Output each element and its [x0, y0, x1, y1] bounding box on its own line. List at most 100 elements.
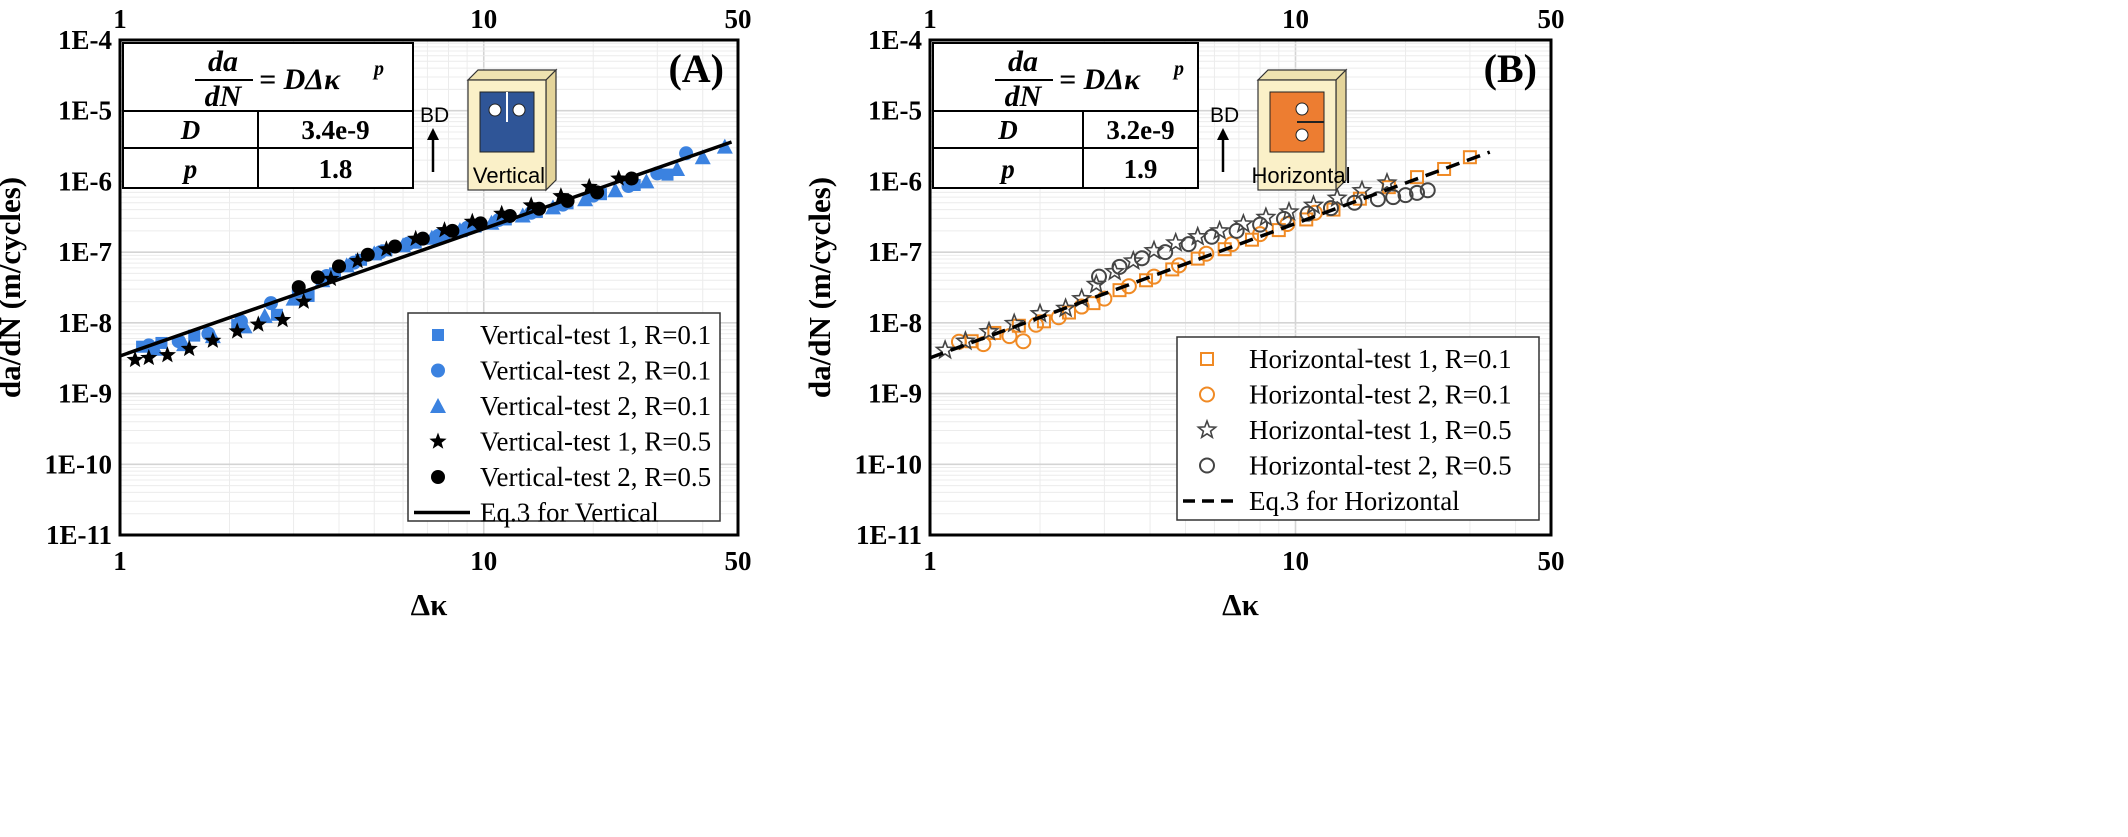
data-point: [285, 290, 302, 306]
pin-hole: [488, 103, 502, 117]
equation-numerator: da: [1008, 45, 1038, 78]
data-point: [1157, 244, 1174, 261]
equation-right-side: = DΔκ: [259, 63, 341, 96]
table-frame: [122, 42, 414, 189]
legend-frame: [1176, 336, 1540, 521]
panel-label: (A): [668, 46, 724, 91]
build-direction-arrow-icon: [427, 128, 439, 172]
equation-denominator: dN: [205, 80, 243, 113]
data-point: [1208, 219, 1231, 240]
y-axis-label: da/dN (m/cycles): [802, 177, 837, 398]
data-point: [158, 346, 176, 363]
x-tick-labels: 1 10 50 1 10 50: [923, 4, 1564, 576]
data-point: [331, 259, 346, 274]
legend-marker: [1200, 352, 1214, 366]
chart-panel-b: 1 10 50 1 10 50 1E-11 1E-10 1E-9 1E-8 1E…: [802, 4, 1565, 622]
data-point: [1133, 250, 1150, 267]
legend-marker: [1199, 386, 1215, 403]
data-point: [493, 204, 511, 221]
specimen-orientation-label: Vertical: [473, 163, 545, 188]
y-tick: 1E-7: [58, 237, 112, 267]
legend-entry: Vertical-test 2, R=0.1: [480, 356, 711, 386]
equation-denominator: dN: [1005, 80, 1043, 113]
data-point: [577, 191, 594, 207]
legend-marker: [1196, 418, 1218, 440]
data-point: [552, 187, 570, 204]
y-tick: 1E-6: [868, 166, 922, 196]
data-point: [1397, 187, 1414, 204]
specimen-orientation-label: Horizontal: [1251, 163, 1350, 188]
legend-entry: Horizontal-test 1, R=0.1: [1249, 344, 1512, 374]
data-point: [1410, 170, 1425, 185]
data-point: [1409, 184, 1426, 201]
data-point: [1369, 191, 1386, 208]
data-point: [180, 339, 198, 357]
legend-entry: Horizontal-test 2, R=0.5: [1249, 451, 1512, 481]
y-tick: 1E-7: [868, 237, 922, 267]
x-tick-bottom: 10: [1282, 546, 1309, 576]
data-point: [349, 252, 367, 269]
table-frame: [932, 42, 1199, 189]
legend-marker: [429, 432, 447, 449]
data-point: [694, 149, 711, 165]
data-point: [978, 320, 1000, 341]
arrow-head: [1217, 128, 1229, 140]
x-tick-bottom: 1: [113, 546, 127, 576]
panel-label: (B): [1484, 46, 1537, 91]
legend-marker: [432, 329, 444, 341]
build-direction-label: BD: [420, 104, 449, 127]
data-point: [1244, 232, 1259, 247]
plot-frame: [118, 38, 740, 537]
param-d-label: D: [180, 115, 201, 145]
data-point: [1228, 222, 1245, 239]
data-layer: [929, 150, 1491, 360]
param-p-label: p: [182, 154, 198, 184]
data-point: [204, 331, 222, 348]
y-tick: 1E-5: [868, 96, 922, 126]
data-point: [669, 160, 686, 176]
data-point: [322, 269, 340, 287]
data-point: [463, 212, 481, 229]
data-point: [544, 199, 561, 215]
data-point: [1252, 216, 1269, 233]
data-point: [1073, 298, 1090, 315]
legend-marker: [430, 398, 446, 413]
data-point: [580, 177, 598, 195]
pin-hole: [512, 103, 526, 117]
y-axis-label: da/dN (m/cycles): [0, 177, 27, 398]
equation-numerator: da: [208, 45, 238, 78]
build-direction-arrow-icon: [1217, 128, 1229, 172]
x-tick-bottom: 1: [923, 546, 937, 576]
param-p-label: p: [999, 154, 1015, 184]
x-tick-bottom: 10: [470, 546, 497, 576]
x-tick-bottom: 50: [725, 546, 752, 576]
data-point: [1376, 171, 1398, 193]
data-point: [1385, 189, 1402, 206]
data-point: [1112, 283, 1127, 298]
legend-markers: [1183, 352, 1239, 503]
specimen-block-icon: [466, 68, 558, 192]
x-tick-top: 1: [113, 4, 127, 34]
equation-table: da dN = DΔκ p D 3.2e-9 p 1.9: [932, 42, 1199, 189]
param-d-value: 3.4e-9: [301, 115, 369, 145]
data-layer: [119, 138, 733, 368]
data-point: [360, 247, 375, 262]
y-tick-labels: 1E-11 1E-10 1E-9 1E-8 1E-7 1E-6 1E-5 1E-…: [855, 25, 923, 550]
block-top: [1256, 69, 1348, 81]
plot-frame: [928, 38, 1553, 537]
legend-entry: Vertical-test 1, R=0.5: [480, 427, 711, 457]
legend: Vertical-test 1, R=0.1 Vertical-test 2, …: [407, 312, 721, 528]
fit-line: [119, 140, 733, 358]
specimen-illustration: BD Vertical: [420, 68, 558, 192]
specimen-block-icon: [1256, 68, 1348, 192]
y-tick: 1E-9: [58, 379, 112, 409]
equation-right-side: = DΔκ: [1059, 63, 1141, 96]
pin-hole: [1295, 128, 1309, 142]
data-point: [228, 322, 246, 339]
x-axis-label: Δκ: [411, 587, 448, 622]
data-point: [1186, 225, 1209, 246]
legend-frame: [407, 312, 721, 522]
legend-entry-fit: Eq.3 for Horizontal: [1249, 486, 1460, 516]
data-point: [435, 221, 454, 238]
equation-exponent: p: [372, 58, 384, 80]
